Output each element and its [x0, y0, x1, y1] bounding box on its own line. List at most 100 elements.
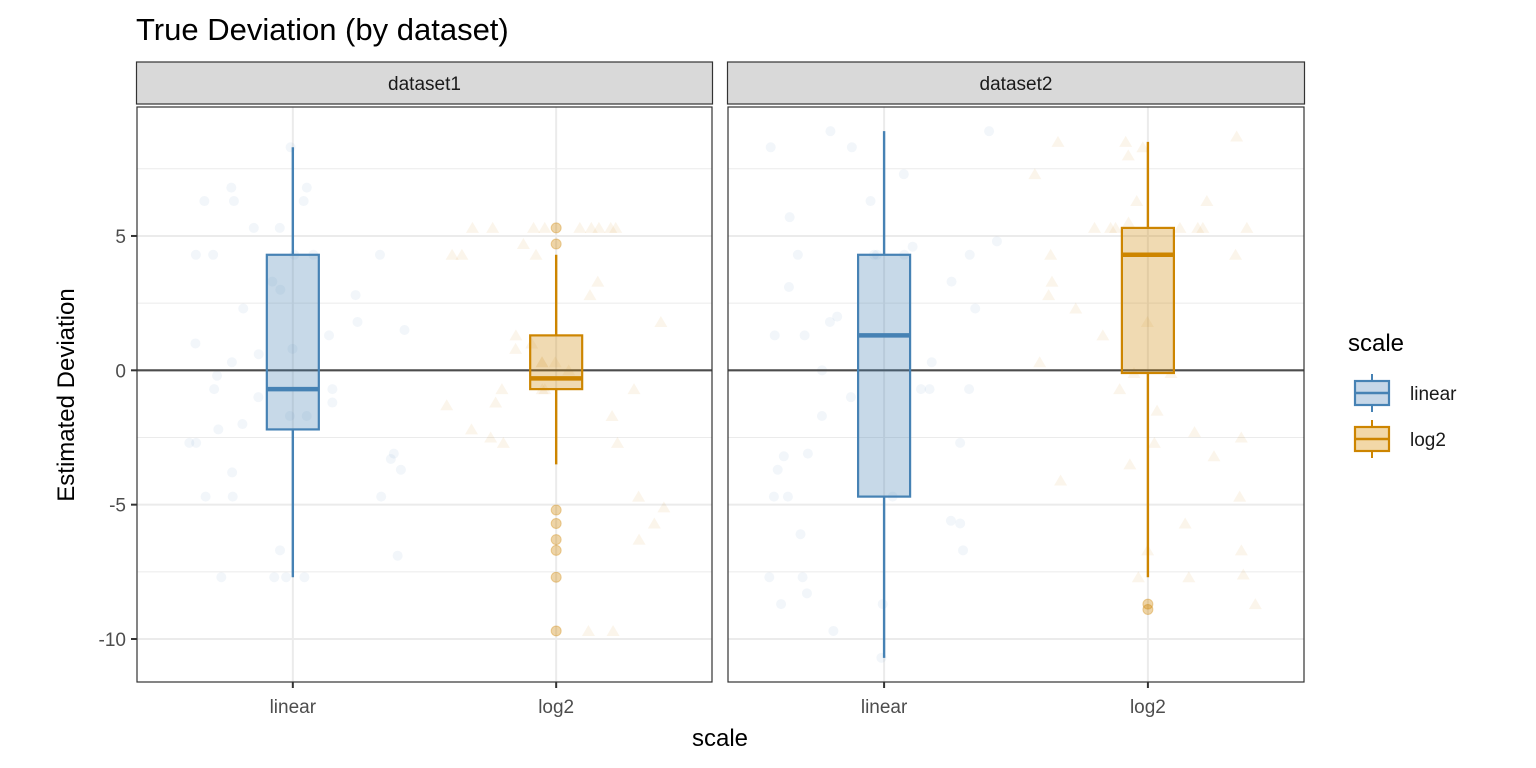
- x-tick-label: linear: [861, 697, 908, 718]
- jitter-point: [184, 437, 195, 448]
- jitter-point: [213, 424, 224, 435]
- jitter-point: [227, 491, 238, 502]
- jitter-point: [776, 599, 787, 610]
- jitter-point: [327, 384, 338, 395]
- jitter-point: [238, 303, 249, 314]
- y-tick-label: 0: [115, 361, 126, 382]
- boxplot-dataset2-linear: [856, 131, 912, 658]
- x-tick-label: log2: [1130, 697, 1166, 718]
- jitter-point: [772, 464, 783, 475]
- jitter-point: [778, 451, 789, 462]
- jitter-point: [584, 221, 598, 233]
- jitter-point: [199, 196, 210, 207]
- jitter-point: [1233, 490, 1247, 502]
- boxplot-dataset1-linear: [265, 147, 320, 578]
- jitter-point: [395, 464, 406, 475]
- jitter-point: [399, 325, 410, 336]
- jitter-point: [374, 249, 385, 260]
- jitter-point: [955, 437, 966, 448]
- jitter-point: [509, 329, 523, 341]
- jitter-point: [611, 436, 625, 448]
- jitter-point: [764, 572, 775, 583]
- jitter-point: [1123, 458, 1137, 470]
- jitter-point: [1051, 135, 1065, 147]
- jitter-point: [1044, 248, 1058, 260]
- jitter-point: [654, 315, 668, 327]
- facet-strip-label: dataset2: [980, 74, 1053, 95]
- facet-panel-dataset2: dataset2 linear log2: [726, 61, 1306, 718]
- jitter-point: [253, 392, 264, 403]
- legend-entry-linear: linear: [1353, 374, 1457, 412]
- jitter-point: [388, 448, 399, 459]
- jitter-point: [1122, 216, 1136, 228]
- jitter-point: [267, 276, 278, 287]
- outlier-point: [1142, 603, 1154, 615]
- jitter-point: [509, 342, 523, 354]
- outlier-point: [550, 625, 562, 637]
- outlier-point: [1142, 598, 1154, 610]
- jitter-point: [1173, 221, 1187, 233]
- jitter-point: [898, 169, 909, 180]
- jitter-point: [285, 142, 296, 153]
- jitter-point: [1230, 130, 1244, 142]
- jitter-point: [1028, 168, 1042, 180]
- jitter-point: [440, 399, 454, 411]
- jitter-point: [301, 182, 312, 193]
- jitter-point: [591, 275, 605, 287]
- boxplot-dataset1-log2: [529, 222, 584, 637]
- jitter-point: [797, 572, 808, 583]
- jitter-point: [632, 533, 646, 545]
- jitter-point: [955, 518, 966, 529]
- jitter-point: [581, 624, 595, 636]
- jitter-point: [1054, 474, 1068, 486]
- jitter-point: [573, 221, 587, 233]
- x-tick-label: linear: [270, 697, 317, 718]
- jitter-point: [392, 550, 403, 561]
- jitter-point: [765, 142, 776, 153]
- jitter-point: [1136, 141, 1150, 153]
- jitter-point: [327, 397, 338, 408]
- jitter-point: [190, 249, 201, 260]
- jitter-point: [828, 625, 839, 636]
- jitter-point: [376, 491, 387, 502]
- jitter-point: [604, 221, 618, 233]
- jitter-point: [464, 423, 478, 435]
- jitter-point: [1207, 450, 1221, 462]
- box-iqr: [1120, 226, 1176, 375]
- jitter-point: [769, 330, 780, 341]
- jitter-point: [1200, 195, 1214, 207]
- jitter-point: [301, 410, 312, 421]
- jitter-point: [525, 337, 539, 349]
- x-tick-label: log2: [538, 697, 574, 718]
- jitter-point: [529, 248, 543, 260]
- panel-border: [727, 106, 1305, 683]
- jitter-point: [924, 384, 935, 395]
- jitter-point: [484, 431, 498, 443]
- jitter-point: [824, 316, 835, 327]
- jitter-point: [1121, 149, 1135, 161]
- jitter-point: [1140, 315, 1154, 327]
- facet-panel-dataset1: dataset1 linear log2 5 0 -5 -10: [99, 61, 714, 718]
- legend-title: scale: [1348, 330, 1404, 357]
- jitter-point: [465, 221, 479, 233]
- outlier-point: [550, 517, 562, 529]
- jitter-point: [1069, 302, 1083, 314]
- jitter-point: [455, 248, 469, 260]
- jitter-point: [226, 357, 237, 368]
- jitter-point: [237, 419, 248, 430]
- jitter-point: [1109, 221, 1123, 233]
- jitter-point: [535, 356, 549, 368]
- jitter-point: [269, 572, 280, 583]
- jitter-point: [964, 384, 975, 395]
- jitter-point: [945, 515, 956, 526]
- jitter-point: [516, 238, 530, 250]
- jitter-point: [281, 572, 292, 583]
- jitter-point: [527, 221, 541, 233]
- outlier-point: [550, 544, 562, 556]
- jitter-point: [1130, 195, 1144, 207]
- jitter-point: [784, 212, 795, 223]
- y-axis-title: Estimated Deviation: [53, 288, 80, 501]
- jitter-point: [1088, 221, 1102, 233]
- jitter-point: [1234, 431, 1248, 443]
